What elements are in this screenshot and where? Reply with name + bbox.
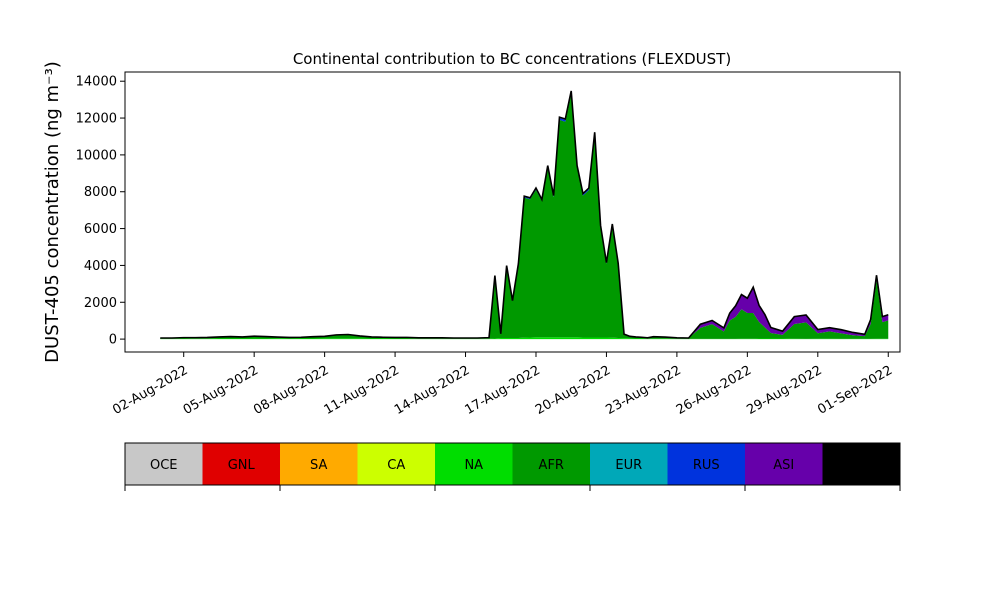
legend-swatch-aus [822,443,900,485]
legend-label-sa: SA [310,458,327,473]
y-tick-label: 0 [109,333,117,348]
y-tick-label: 12000 [76,112,117,127]
area-afr [160,94,889,339]
legend-label-oce: OCE [150,458,178,473]
legend-swatch-eur [590,443,668,485]
y-tick-label: 6000 [84,222,117,237]
legend-label-na: NA [464,458,483,473]
legend-label-rus: RUS [693,458,720,473]
legend-frame [124,442,901,486]
plot-frame [124,71,901,353]
legend-label-aus: AUS [848,458,875,473]
legend-label-gnl: GNL [228,458,256,473]
stacked-area-series [160,90,889,340]
y-tick-label: 2000 [84,296,117,311]
legend-swatch-oce [125,443,203,485]
legend-swatch-sa [280,443,358,485]
colorbar-legend: OCE GNL SA CA NA AFR EUR RUS ASI AUS [124,442,901,491]
legend-label-afr: AFR [539,458,564,473]
legend-swatch-afr [512,443,590,485]
chart-title: Continental contribution to BC concentra… [293,50,731,68]
y-tick-label: 4000 [84,259,117,274]
area-na [160,337,889,340]
y-tick-label: 10000 [76,148,117,163]
legend-label-asi: ASI [773,458,794,473]
y-tick-label: 14000 [76,75,117,90]
legend-label-ca: CA [387,458,405,473]
legend-swatch-na [435,443,513,485]
legend-swatch-asi [745,443,823,485]
legend-label-eur: EUR [615,458,642,473]
y-axis-ticks: 0 2000 4000 6000 8000 10000 12000 14000 [76,75,125,348]
y-axis-label: DUST-405 concentration (ng m⁻³) [42,61,63,363]
legend-swatch-rus [667,443,745,485]
y-tick-label: 8000 [84,185,117,200]
legend-swatch-ca [357,443,435,485]
total-concentration-line [160,90,889,339]
legend-swatch-gnl [202,443,280,485]
